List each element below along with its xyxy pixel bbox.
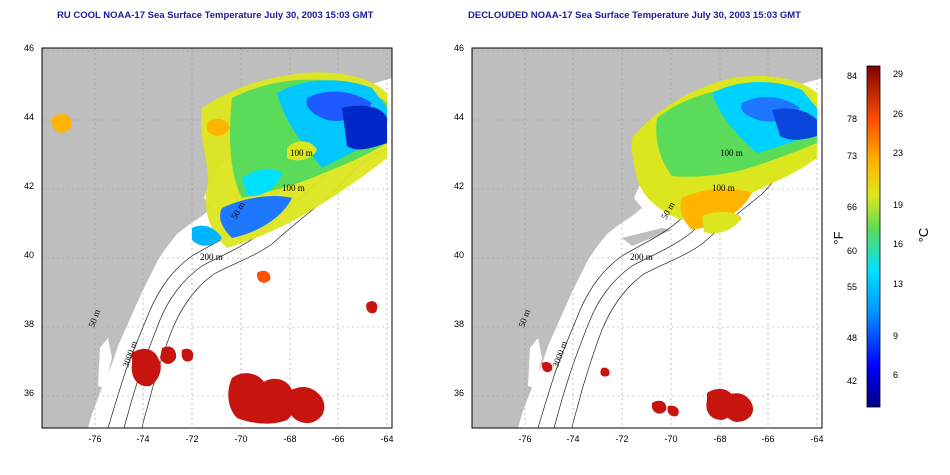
unit-celsius-label: °C: [916, 228, 931, 243]
x-tick-68-right: -68: [713, 434, 726, 444]
f-tick-42: 42: [847, 376, 857, 386]
f-tick-66: 66: [847, 202, 857, 212]
c-tick-6: 6: [893, 370, 898, 380]
sst-field-left: [52, 72, 387, 424]
x-tick-64-right: -64: [810, 434, 823, 444]
x-tick-74-left: -74: [136, 434, 149, 444]
contour-label-100m-lower-left: 100 m: [282, 183, 305, 193]
c-tick-23: 23: [893, 148, 903, 158]
y-tick-36-right: 36: [454, 388, 464, 398]
y-tick-44-right: 44: [454, 112, 464, 122]
y-tick-40-left: 40: [24, 250, 34, 260]
y-tick-36-left: 36: [24, 388, 34, 398]
contour-label-200m-left: 200 m: [200, 252, 223, 262]
contour-label-100m-upper-left: 100 m: [290, 148, 313, 158]
axis-ticks-left: 46 44 42 40 38 36 -76 -74 -72 -70 -68 -6…: [24, 43, 394, 444]
x-tick-76-left: -76: [88, 434, 101, 444]
y-tick-42-right: 42: [454, 181, 464, 191]
y-tick-44-left: 44: [24, 112, 34, 122]
f-tick-84: 84: [847, 71, 857, 81]
f-tick-60: 60: [847, 246, 857, 256]
y-tick-40-right: 40: [454, 250, 464, 260]
c-tick-16: 16: [893, 239, 903, 249]
f-tick-73: 73: [847, 151, 857, 161]
c-tick-19: 19: [893, 200, 903, 210]
y-tick-46-left: 46: [24, 43, 34, 53]
f-tick-78: 78: [847, 114, 857, 124]
contour-label-200m-right: 200 m: [630, 252, 653, 262]
c-tick-29: 29: [893, 69, 903, 79]
map-panel-left: 100 m 100 m 50 m 200 m 50 m 3000 m: [41, 47, 393, 429]
f-tick-48: 48: [847, 333, 857, 343]
f-tick-55: 55: [847, 282, 857, 292]
x-tick-68-left: -68: [283, 434, 296, 444]
x-tick-64-left: -64: [380, 434, 393, 444]
colorbar-gradient: [866, 65, 881, 408]
x-tick-76-right: -76: [518, 434, 531, 444]
map-panel-right: 100 m 100 m 50 m 200 m 50 m 3000 m: [471, 47, 823, 429]
map-title-right: DECLOUDED NOAA-17 Sea Surface Temperatur…: [468, 10, 801, 21]
x-tick-72-right: -72: [615, 434, 628, 444]
axis-ticks-right: 46 44 42 40 38 36 -76 -74 -72 -70 -68 -6…: [454, 43, 824, 444]
x-tick-66-right: -66: [761, 434, 774, 444]
contour-label-100m-lower-right: 100 m: [712, 183, 735, 193]
y-tick-46-right: 46: [454, 43, 464, 53]
fahrenheit-ticks: 84 78 73 66 60 55 48 42: [847, 71, 857, 386]
x-tick-66-left: -66: [331, 434, 344, 444]
y-tick-38-right: 38: [454, 319, 464, 329]
sst-colorbar: 84 78 73 66 60 55 48 42 29 26 23 19 16 1…: [831, 65, 931, 408]
c-tick-9: 9: [893, 331, 898, 341]
unit-fahrenheit-label: °F: [831, 231, 846, 244]
x-tick-72-left: -72: [185, 434, 198, 444]
sst-field-right: [542, 75, 817, 422]
c-tick-13: 13: [893, 279, 903, 289]
contour-label-100m-upper-right: 100 m: [720, 148, 743, 158]
celsius-ticks: 29 26 23 19 16 13 9 6: [893, 69, 903, 380]
c-tick-26: 26: [893, 109, 903, 119]
y-tick-42-left: 42: [24, 181, 34, 191]
x-tick-70-left: -70: [234, 434, 247, 444]
map-title-left: RU COOL NOAA-17 Sea Surface Temperature …: [57, 10, 374, 21]
x-tick-70-right: -70: [664, 434, 677, 444]
x-tick-74-right: -74: [566, 434, 579, 444]
y-tick-38-left: 38: [24, 319, 34, 329]
